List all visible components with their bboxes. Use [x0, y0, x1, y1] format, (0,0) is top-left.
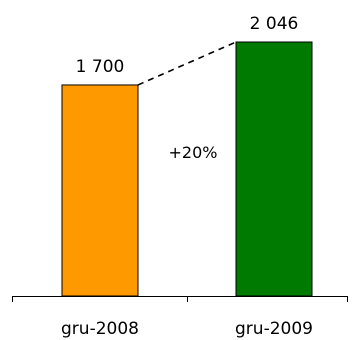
growth-connector-line	[137, 41, 237, 86]
bar-gru-2009	[235, 41, 313, 297]
x-tick-label-gru-2008: gru-2008	[61, 319, 139, 339]
x-tick-label-gru-2009: gru-2009	[235, 319, 313, 339]
bar-gru-2008	[61, 84, 139, 297]
labels-group: 1 700 gru-2008 2 046 gru-2009 +20%	[61, 14, 313, 339]
bars-group	[61, 41, 313, 297]
axis-group	[12, 296, 348, 302]
data-label-gru-2009: 2 046	[250, 14, 299, 34]
change-label: +20%	[169, 143, 218, 162]
data-label-gru-2008: 1 700	[76, 57, 125, 77]
connector-group	[137, 41, 237, 86]
